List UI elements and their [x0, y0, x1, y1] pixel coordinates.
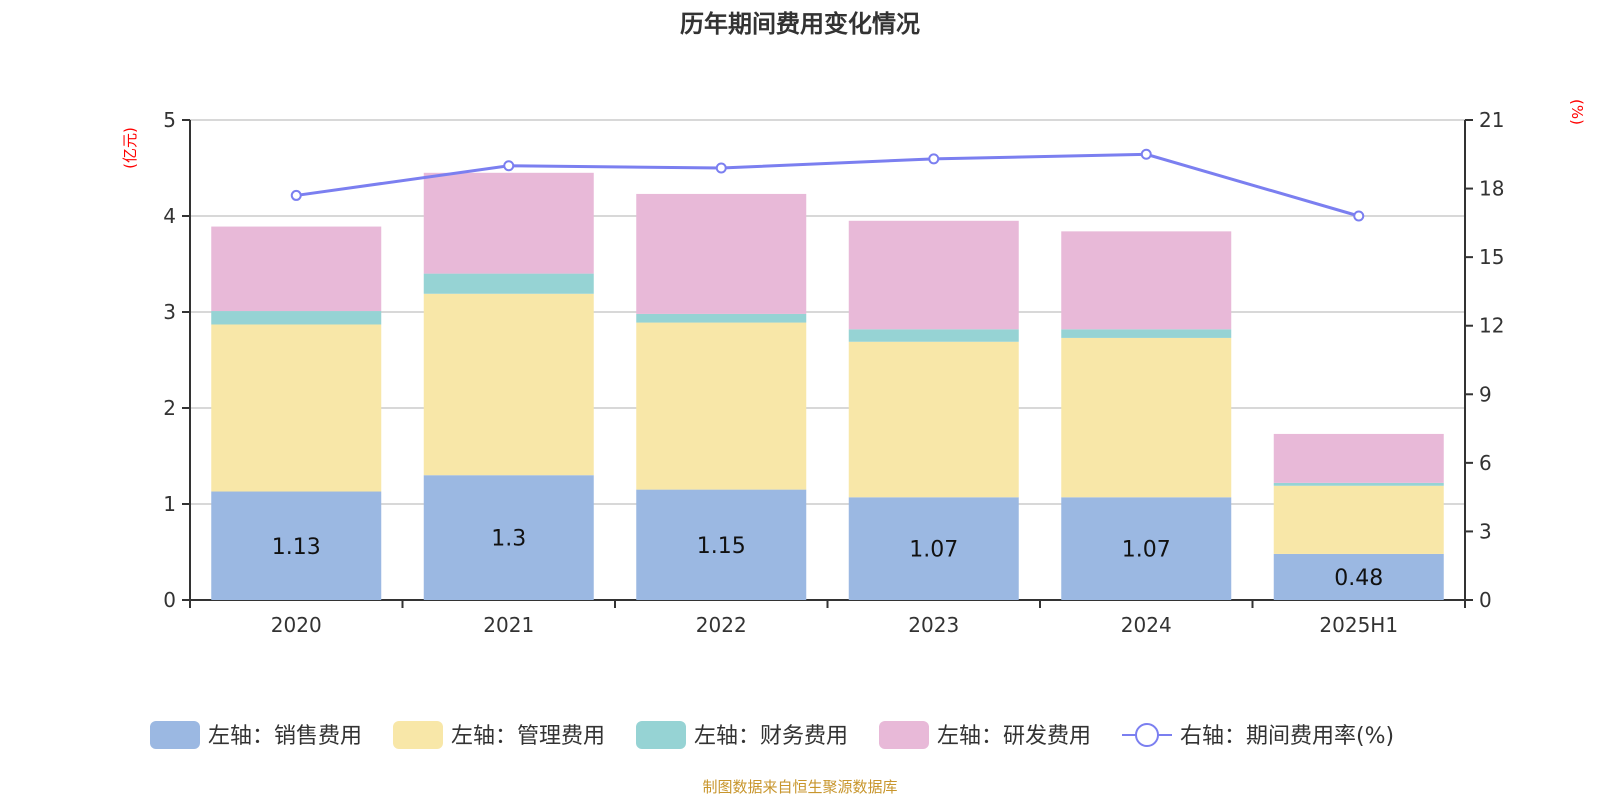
bar-data-label: 1.15: [697, 534, 746, 559]
right-axis-tick-label: 15: [1479, 245, 1504, 269]
right-axis-tick-label: 6: [1479, 451, 1492, 475]
left-axis-tick-label: 3: [163, 300, 176, 324]
x-axis-tick-label: 2024: [1121, 613, 1172, 637]
bar-segment: [423, 475, 594, 600]
left-axis-tick-label: 2: [163, 396, 176, 420]
left-axis-tick-label: 1: [163, 492, 176, 516]
bar-segment: [1061, 231, 1232, 330]
bar-segment: [848, 341, 1019, 498]
legend-label: 左轴：财务费用: [694, 724, 848, 749]
x-axis-tick-label: 2022: [696, 613, 747, 637]
line-point: [1140, 148, 1152, 160]
right-axis-tick-label: 0: [1479, 588, 1492, 612]
legend-label: 左轴：销售费用: [208, 724, 362, 749]
right-axis-tick-label: 12: [1479, 314, 1504, 338]
right-axis-tick-label: 9: [1479, 382, 1492, 406]
line-point: [928, 153, 940, 165]
right-axis-tick-label: 21: [1479, 108, 1504, 132]
legend-swatch: [393, 721, 443, 749]
bar-segment: [211, 311, 382, 325]
bar-segment: [423, 172, 594, 274]
bar-segment: [211, 324, 382, 492]
line-point: [715, 162, 727, 174]
bar-segment: [1061, 497, 1232, 600]
x-axis-tick-label: 2023: [908, 613, 959, 637]
left-axis-tick-label: 5: [163, 108, 176, 132]
left-axis-unit: (亿元): [121, 127, 139, 169]
bar-data-label: 1.07: [1122, 538, 1171, 563]
line-point: [1353, 210, 1365, 222]
line-point: [290, 189, 302, 201]
legend-label: 右轴：期间费用率(%): [1180, 724, 1394, 749]
bar-segment: [1273, 485, 1444, 554]
x-axis-tick-label: 2021: [483, 613, 534, 637]
legend-marker: [1135, 723, 1159, 747]
source-footer: 制图数据来自恒生聚源数据库: [702, 778, 897, 796]
bar-segment: [1273, 482, 1444, 486]
bar-segment: [1273, 433, 1444, 483]
bar-segment: [423, 293, 594, 476]
legend-swatch: [879, 721, 929, 749]
legend-label: 左轴：管理费用: [451, 724, 605, 749]
bar-data-label: 1.3: [491, 527, 526, 552]
right-axis-tick-label: 3: [1479, 519, 1492, 543]
bar-segment: [1061, 337, 1232, 498]
bar-data-label: 1.13: [272, 535, 321, 560]
bar-segment: [1273, 553, 1444, 600]
left-axis-tick-label: 0: [163, 588, 176, 612]
line-series: [296, 152, 1360, 218]
right-axis-tick-label: 18: [1479, 177, 1504, 201]
right-axis-unit: (%): [1568, 99, 1586, 125]
line-point: [503, 160, 515, 172]
bar-segment: [211, 226, 382, 312]
bar-segment: [1061, 329, 1232, 338]
x-axis-tick-label: 2025H1: [1319, 613, 1398, 637]
legend-swatch: [636, 721, 686, 749]
x-axis-tick-label: 2020: [271, 613, 322, 637]
bar-segment: [636, 193, 807, 314]
legend-label: 左轴：研发费用: [937, 724, 1091, 749]
bar-segment: [211, 491, 382, 600]
bar-segment: [848, 220, 1019, 330]
bar-data-label: 1.07: [909, 538, 958, 563]
legend-swatch: [150, 721, 200, 749]
bar-segment: [848, 329, 1019, 342]
left-axis-tick-label: 4: [163, 204, 176, 228]
bar-segment: [423, 273, 594, 294]
bar-segment: [848, 497, 1019, 600]
bar-segment: [636, 322, 807, 490]
bar-segment: [636, 489, 807, 600]
chart-title: 历年期间费用变化情况: [680, 10, 920, 38]
bar-segment: [636, 313, 807, 323]
bar-data-label: 0.48: [1334, 566, 1383, 591]
